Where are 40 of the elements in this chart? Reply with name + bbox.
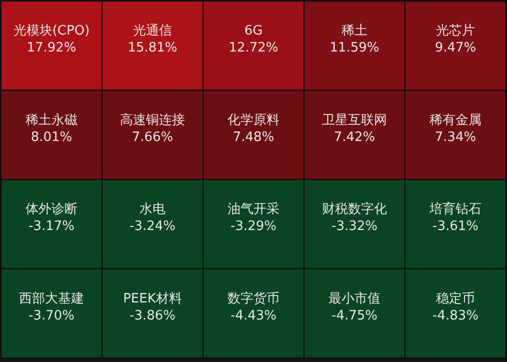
data-label: -3.17% — [28, 219, 74, 234]
category-label: 体外诊断 — [26, 202, 78, 218]
category-label: 西部大基建 — [19, 291, 84, 306]
data-label: 11.59% — [330, 40, 380, 56]
category-label: 光模块(CPO) — [13, 24, 90, 39]
data-label: 17.92% — [26, 40, 76, 56]
data-label: -3.86% — [130, 308, 176, 324]
data-label: -4.75% — [332, 308, 378, 324]
category-label: PEEK材料 — [123, 291, 182, 306]
category-label: 光芯片 — [436, 24, 475, 39]
data-label: 7.48% — [232, 130, 274, 145]
data-label: 12.72% — [228, 40, 278, 56]
category-label: 培育钻石 — [428, 201, 482, 218]
data-label: 8.01% — [30, 130, 72, 145]
category-label: 稳定币 — [436, 291, 475, 306]
data-label: 7.66% — [132, 130, 174, 145]
category-label: 水电 — [140, 202, 166, 218]
category-label: 卫星互联网 — [322, 112, 387, 128]
data-label: -3.29% — [230, 219, 276, 234]
category-label: 稀有金属 — [430, 112, 482, 128]
data-label: -4.83% — [432, 308, 478, 324]
category-label: 6G — [244, 24, 263, 39]
data-label: 15.81% — [128, 40, 178, 56]
data-label: -3.70% — [28, 308, 74, 324]
data-label: 7.34% — [434, 130, 476, 145]
category-label: 数字货币 — [228, 290, 280, 306]
category-label: 财税数字化 — [322, 201, 387, 218]
data-label: -3.24% — [130, 219, 176, 234]
category-label: 化学原料 — [228, 112, 280, 128]
category-label: 最小市值 — [328, 291, 380, 306]
category-label: 稀土永磁 — [26, 112, 78, 128]
data-label: -4.43% — [230, 308, 276, 324]
data-label: -3.61% — [432, 219, 478, 234]
category-label: 高速铜连接 — [120, 112, 185, 128]
data-label: -3.32% — [332, 219, 378, 234]
category-label: 光通信 — [133, 24, 172, 39]
data-label: 7.42% — [334, 130, 376, 145]
category-label: 油气开采 — [228, 202, 280, 218]
category-label: 稀土 — [342, 24, 368, 39]
data-label: 9.47% — [434, 40, 476, 56]
